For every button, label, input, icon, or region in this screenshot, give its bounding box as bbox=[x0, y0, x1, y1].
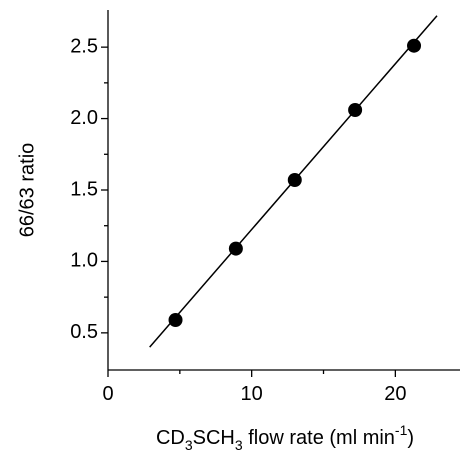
x-tick-label: 20 bbox=[384, 383, 406, 405]
x-axis-label-part: flow rate (ml min bbox=[243, 427, 395, 449]
x-tick-label: 10 bbox=[241, 383, 263, 405]
y-tick-label: 1.0 bbox=[70, 250, 98, 272]
y-tick-label: 2.0 bbox=[70, 107, 98, 129]
x-axis-label-part: 3 bbox=[185, 437, 193, 453]
y-axis-label: 66/63 ratio bbox=[16, 143, 38, 238]
data-point bbox=[348, 103, 363, 117]
data-point bbox=[168, 313, 183, 327]
x-tick-label: 0 bbox=[102, 383, 113, 405]
x-axis-label-part: ) bbox=[407, 427, 414, 449]
x-axis-label-part: CD bbox=[156, 427, 185, 449]
x-axis-label-part: -1 bbox=[395, 422, 408, 438]
y-tick-label: 2.5 bbox=[70, 35, 98, 57]
x-axis-label: CD3SCH3 flow rate (ml min-1) bbox=[156, 422, 414, 453]
data-point bbox=[407, 38, 422, 53]
x-axis-label-part: 3 bbox=[235, 437, 243, 453]
y-tick-label: 1.5 bbox=[70, 178, 98, 200]
data-point bbox=[287, 173, 302, 187]
x-axis-label-part: SCH bbox=[193, 427, 235, 449]
y-tick-label: 0.5 bbox=[70, 321, 98, 343]
data-point bbox=[228, 241, 243, 256]
